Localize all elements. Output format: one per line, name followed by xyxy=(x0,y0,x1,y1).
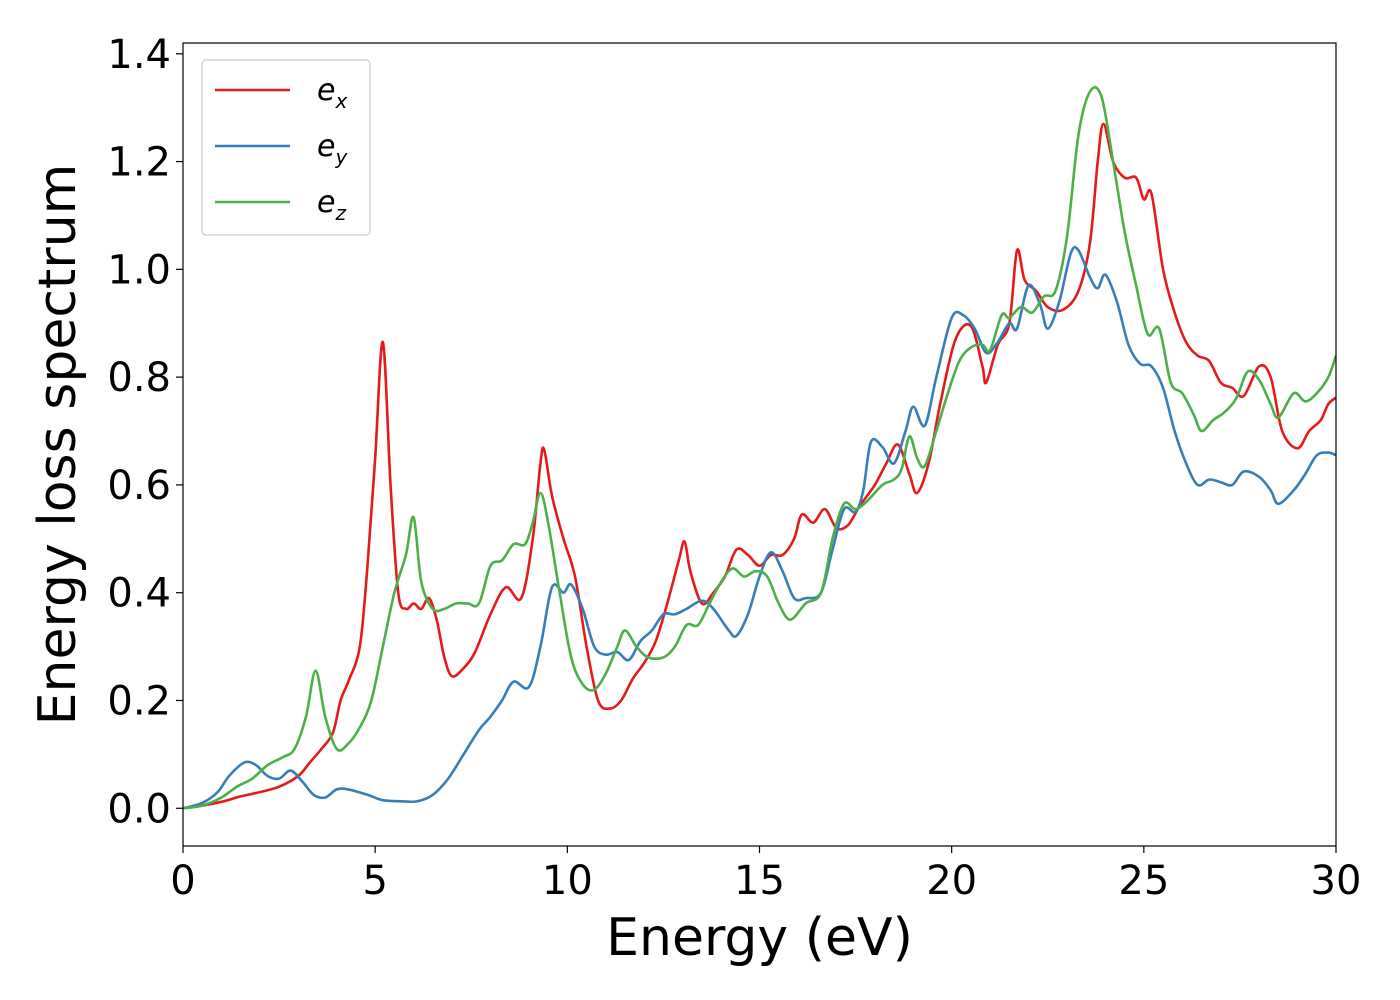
x-tick-label: 25 xyxy=(1118,858,1169,904)
y-tick-label: 0.8 xyxy=(107,355,171,401)
x-tick-label: 15 xyxy=(734,858,785,904)
y-axis: 0.0 0.2 0.4 0.6 0.8 1.0 1.2 1.4 xyxy=(107,32,183,832)
x-axis-title: Energy (eV) xyxy=(606,908,913,968)
x-tick-label: 10 xyxy=(542,858,593,904)
series-line-e-y xyxy=(183,245,1336,810)
y-tick-label: 0.6 xyxy=(107,463,171,509)
y-axis-title: Energy loss spectrum xyxy=(28,164,88,726)
series-line-e-z xyxy=(183,86,1336,810)
y-tick-label: 1.2 xyxy=(107,140,171,186)
y-tick-label: 0.2 xyxy=(107,678,171,724)
x-tick-label: 0 xyxy=(170,858,195,904)
x-tick-label: 30 xyxy=(1311,858,1362,904)
y-tick-label: 0.0 xyxy=(107,786,171,832)
y-tick-label: 1.0 xyxy=(107,247,171,293)
x-tick-label: 5 xyxy=(362,858,387,904)
legend-box xyxy=(201,59,371,236)
y-tick-label: 0.4 xyxy=(107,571,171,617)
x-tick-label: 20 xyxy=(926,858,977,904)
series-layer xyxy=(183,86,1336,810)
series-line-e-x xyxy=(183,122,1336,810)
y-tick-label: 1.4 xyxy=(107,32,171,78)
x-axis: 0 5 10 15 20 25 30 xyxy=(170,846,1361,904)
